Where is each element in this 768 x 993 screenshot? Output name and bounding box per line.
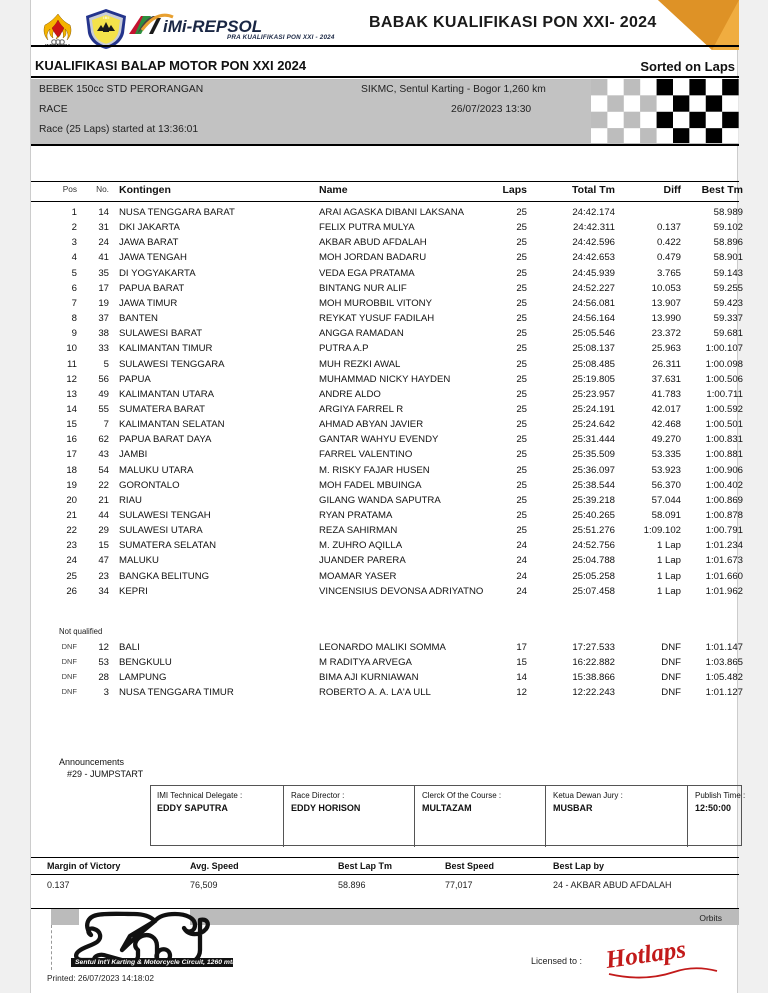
svg-text:I M I: I M I: [103, 16, 110, 20]
svg-text:Hotlaps: Hotlaps: [603, 938, 688, 974]
